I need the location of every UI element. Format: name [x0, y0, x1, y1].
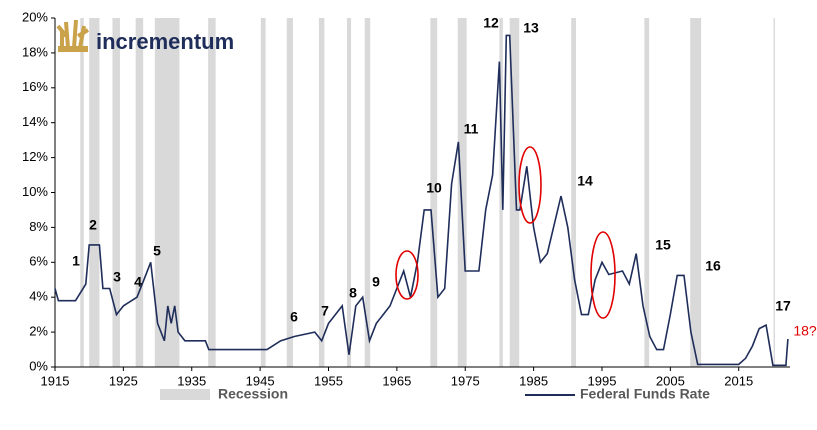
annotation: 9 — [372, 274, 380, 290]
recession-band — [430, 18, 438, 367]
recession-band — [499, 18, 503, 367]
annotation: 1 — [72, 253, 80, 269]
logo-icon — [56, 19, 90, 49]
logo: incrementum — [56, 19, 234, 54]
y-tick-label: 4% — [29, 289, 48, 304]
recession-band — [208, 18, 216, 367]
y-tick-label: 12% — [22, 149, 48, 164]
x-tick-label: 1955 — [314, 373, 343, 388]
annotation: 13 — [523, 20, 539, 36]
highlight-ellipse — [518, 146, 542, 224]
annotation: 6 — [290, 309, 298, 325]
annotation: 18? — [793, 323, 817, 339]
annotation: 10 — [426, 180, 442, 196]
y-tick-label: 8% — [29, 219, 48, 234]
recession-band — [571, 18, 576, 367]
recession-band — [509, 18, 520, 367]
annotation: 14 — [577, 173, 593, 189]
y-tick-label: 2% — [29, 324, 48, 339]
annotation: 8 — [349, 285, 357, 301]
x-tick-label: 2015 — [724, 373, 753, 388]
x-tick-label: 2005 — [656, 373, 685, 388]
recession-band — [135, 18, 144, 367]
x-tick-label: 1995 — [588, 373, 617, 388]
y-tick-label: 0% — [29, 358, 48, 373]
recession-band — [80, 18, 84, 367]
x-tick-label: 1945 — [246, 373, 275, 388]
recession-band — [112, 18, 120, 367]
annotation: 16 — [705, 258, 721, 274]
highlight-ellipse — [590, 231, 616, 319]
annotation: 15 — [655, 237, 671, 253]
recession-band — [644, 18, 650, 367]
x-tick-label: 1975 — [451, 373, 480, 388]
y-tick-label: 14% — [22, 114, 48, 129]
legend-swatch — [160, 389, 210, 400]
recession-band — [773, 18, 775, 367]
annotation: 2 — [89, 217, 97, 233]
x-tick-label: 1935 — [177, 373, 206, 388]
annotation: 7 — [321, 303, 329, 319]
rate-line — [54, 34, 789, 367]
recession-band — [457, 18, 467, 367]
logo-base — [58, 46, 88, 52]
annotation: 12 — [483, 15, 499, 31]
annotation: 11 — [464, 121, 479, 137]
x-tick-label: 1925 — [109, 373, 138, 388]
legend-label: Federal Funds Rate — [580, 386, 710, 402]
recession-band — [318, 18, 325, 367]
recession-band — [690, 18, 702, 367]
y-tick-label: 10% — [22, 184, 48, 199]
recession-band — [286, 18, 293, 367]
recession-band — [364, 18, 371, 367]
recession-band — [260, 18, 266, 367]
y-tick-label: 16% — [22, 79, 48, 94]
highlight-ellipse — [395, 250, 419, 300]
plot: 0%2%4%6%8%10%12%14%16%18%20%1915 1925 1935… — [22, 9, 817, 388]
x-tick-label: 1965 — [382, 373, 411, 388]
x-tick-label: 1915 — [41, 373, 70, 388]
y-tick-label: 18% — [22, 44, 48, 59]
y-tick-label: 20% — [22, 9, 48, 24]
annotation: 5 — [153, 243, 161, 259]
recession-band — [89, 18, 100, 367]
annotation: 4 — [134, 274, 142, 290]
legend-label: Recession — [218, 386, 288, 402]
annotation: 3 — [113, 269, 121, 285]
logo-text: incrementum — [96, 29, 234, 54]
y-tick-label: 6% — [29, 254, 48, 269]
annotation: 17 — [775, 298, 791, 314]
x-tick-label: 1985 — [519, 373, 548, 388]
recession-band — [346, 18, 352, 367]
